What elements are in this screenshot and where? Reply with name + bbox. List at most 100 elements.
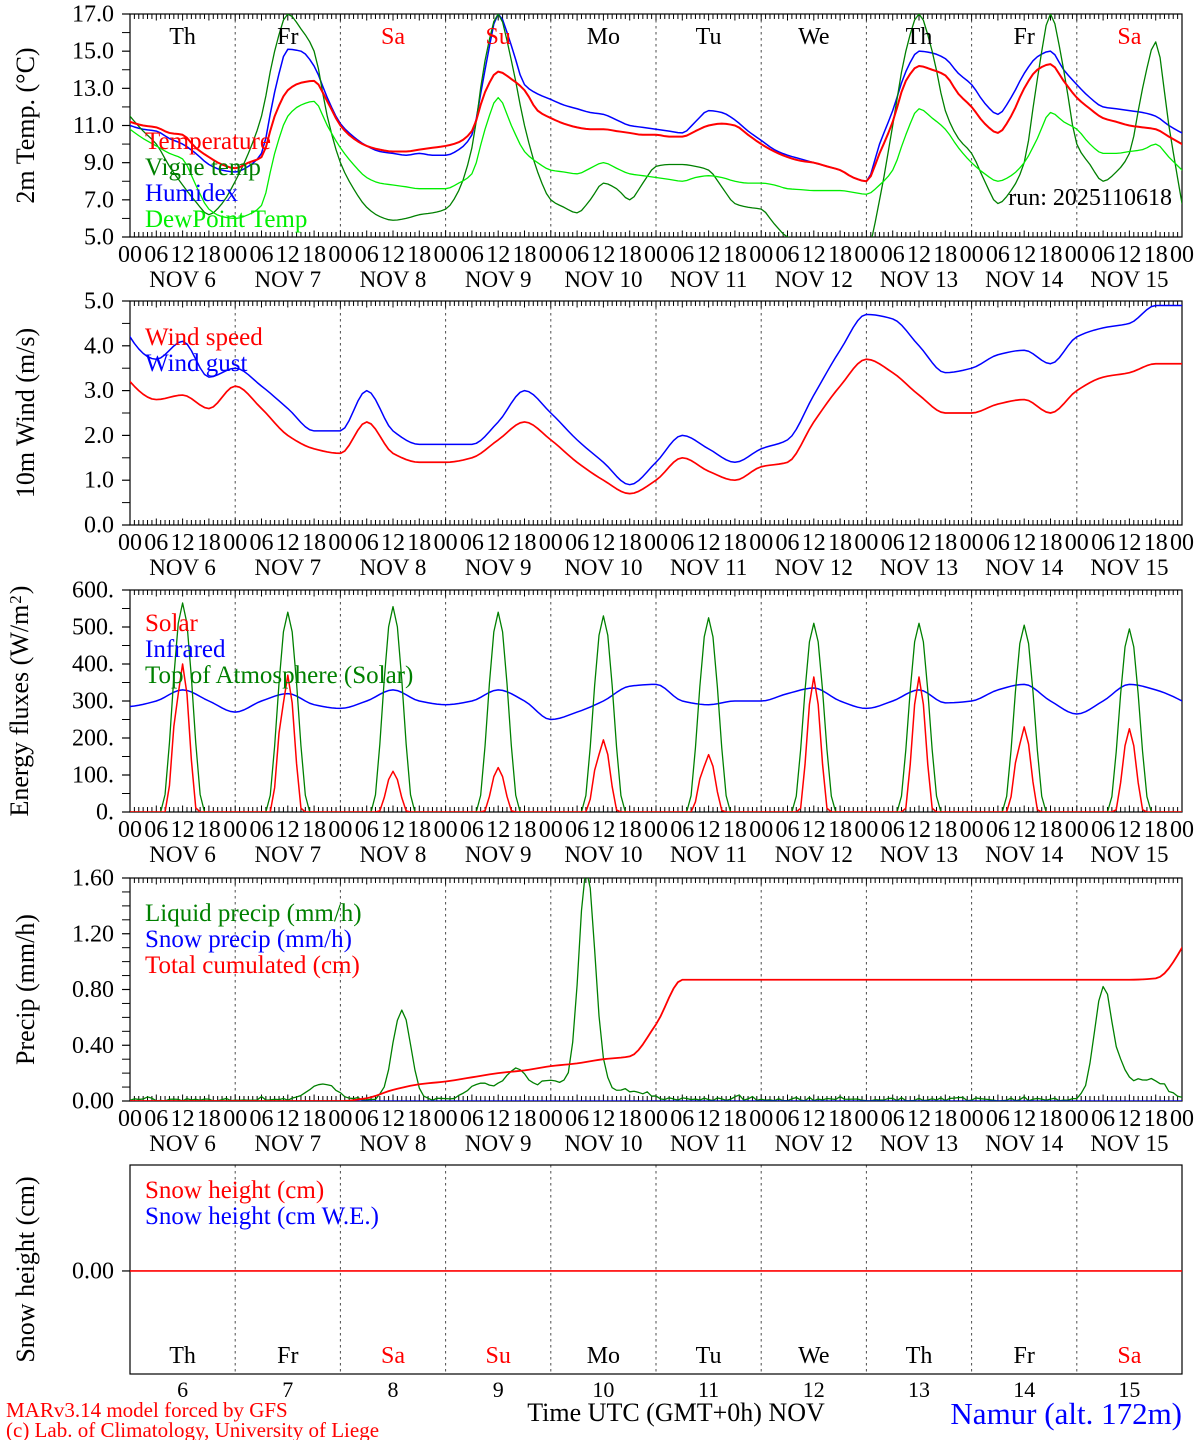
- svg-text:12: 12: [276, 530, 300, 556]
- svg-text:06: 06: [670, 242, 694, 268]
- svg-text:00: 00: [854, 817, 878, 843]
- svg-text:00: 00: [644, 530, 668, 556]
- svg-text:NOV 9: NOV 9: [465, 1131, 532, 1156]
- svg-text:NOV 9: NOV 9: [465, 555, 532, 580]
- svg-text:Fr: Fr: [1014, 24, 1035, 50]
- svg-text:18: 18: [302, 242, 326, 268]
- svg-text:NOV 12: NOV 12: [775, 842, 853, 867]
- svg-text:06: 06: [250, 242, 274, 268]
- svg-text:12: 12: [486, 242, 510, 268]
- svg-text:Total cumulated (cm): Total cumulated (cm): [145, 952, 360, 979]
- svg-text:Fr: Fr: [1014, 1343, 1035, 1369]
- svg-text:NOV 15: NOV 15: [1090, 555, 1168, 580]
- svg-text:13: 13: [908, 1377, 930, 1402]
- svg-text:NOV 6: NOV 6: [149, 555, 216, 580]
- svg-text:Th: Th: [906, 1343, 933, 1369]
- svg-text:Sa: Sa: [1117, 24, 1141, 50]
- svg-text:NOV 12: NOV 12: [775, 1131, 853, 1156]
- svg-text:00: 00: [960, 242, 984, 268]
- svg-text:Mo: Mo: [587, 1343, 620, 1369]
- svg-text:00: 00: [854, 1106, 878, 1132]
- svg-text:00: 00: [1065, 817, 1089, 843]
- svg-text:18: 18: [302, 1106, 326, 1132]
- svg-text:We: We: [798, 24, 829, 50]
- svg-text:18: 18: [513, 242, 537, 268]
- svg-text:12: 12: [276, 817, 300, 843]
- svg-text:18: 18: [828, 242, 852, 268]
- svg-text:00: 00: [749, 530, 773, 556]
- svg-text:18: 18: [618, 1106, 642, 1132]
- svg-text:00: 00: [434, 530, 458, 556]
- svg-text:Tu: Tu: [696, 24, 722, 50]
- svg-text:18: 18: [933, 242, 957, 268]
- svg-text:NOV 7: NOV 7: [254, 267, 321, 292]
- svg-text:Su: Su: [486, 24, 511, 50]
- svg-text:18: 18: [1144, 817, 1168, 843]
- svg-text:18: 18: [933, 817, 957, 843]
- svg-text:06: 06: [986, 530, 1010, 556]
- svg-text:NOV 11: NOV 11: [670, 267, 747, 292]
- svg-text:06: 06: [670, 1106, 694, 1132]
- svg-text:00: 00: [854, 530, 878, 556]
- svg-text:2.0: 2.0: [84, 423, 114, 449]
- svg-text:Mo: Mo: [587, 24, 620, 50]
- svg-text:18: 18: [1039, 242, 1063, 268]
- svg-text:12: 12: [171, 817, 195, 843]
- svg-text:06: 06: [460, 817, 484, 843]
- svg-text:06: 06: [670, 817, 694, 843]
- svg-text:We: We: [798, 1343, 829, 1369]
- svg-text:00: 00: [854, 242, 878, 268]
- svg-text:06: 06: [986, 242, 1010, 268]
- svg-text:18: 18: [1039, 530, 1063, 556]
- svg-text:18: 18: [302, 530, 326, 556]
- svg-text:12: 12: [1117, 817, 1141, 843]
- svg-text:06: 06: [986, 817, 1010, 843]
- svg-text:06: 06: [565, 1106, 589, 1132]
- svg-text:18: 18: [407, 530, 431, 556]
- svg-text:Th: Th: [906, 24, 933, 50]
- svg-text:Precip (mm/h): Precip (mm/h): [11, 914, 40, 1065]
- svg-text:18: 18: [618, 530, 642, 556]
- svg-text:600.: 600.: [72, 578, 114, 604]
- svg-text:NOV 12: NOV 12: [775, 555, 853, 580]
- svg-text:06: 06: [144, 817, 168, 843]
- svg-text:300.: 300.: [72, 689, 114, 715]
- svg-text:NOV 15: NOV 15: [1090, 267, 1168, 292]
- svg-text:06: 06: [144, 242, 168, 268]
- svg-text:400.: 400.: [72, 652, 114, 678]
- svg-text:NOV 10: NOV 10: [564, 555, 642, 580]
- svg-text:06: 06: [881, 1106, 905, 1132]
- svg-text:06: 06: [1091, 530, 1115, 556]
- svg-text:00: 00: [328, 530, 352, 556]
- svg-text:0.00: 0.00: [72, 1089, 114, 1115]
- svg-text:18: 18: [197, 1106, 221, 1132]
- svg-text:00: 00: [1065, 530, 1089, 556]
- svg-text:NOV 10: NOV 10: [564, 842, 642, 867]
- svg-text:NOV 7: NOV 7: [254, 1131, 321, 1156]
- svg-text:Energy fluxes (W/m2): Energy fluxes (W/m2): [5, 586, 34, 817]
- svg-text:00: 00: [328, 242, 352, 268]
- svg-text:12: 12: [697, 242, 721, 268]
- svg-text:18: 18: [197, 817, 221, 843]
- svg-text:00: 00: [644, 817, 668, 843]
- svg-text:06: 06: [460, 242, 484, 268]
- svg-text:12: 12: [591, 242, 615, 268]
- svg-text:Snow height (cm): Snow height (cm): [145, 1177, 324, 1204]
- svg-text:06: 06: [565, 242, 589, 268]
- svg-text:12: 12: [1012, 530, 1036, 556]
- svg-text:00: 00: [434, 242, 458, 268]
- svg-text:1.0: 1.0: [84, 468, 114, 494]
- svg-text:18: 18: [1144, 1106, 1168, 1132]
- svg-text:12: 12: [1012, 1106, 1036, 1132]
- svg-text:06: 06: [565, 530, 589, 556]
- svg-text:NOV 14: NOV 14: [985, 1131, 1064, 1156]
- svg-text:Sa: Sa: [381, 24, 405, 50]
- svg-text:00: 00: [1065, 242, 1089, 268]
- svg-text:NOV 8: NOV 8: [360, 1131, 427, 1156]
- svg-text:12: 12: [486, 817, 510, 843]
- svg-text:06: 06: [565, 817, 589, 843]
- svg-text:12: 12: [907, 242, 931, 268]
- svg-text:00: 00: [539, 530, 563, 556]
- svg-text:00: 00: [223, 817, 247, 843]
- svg-text:12: 12: [802, 817, 826, 843]
